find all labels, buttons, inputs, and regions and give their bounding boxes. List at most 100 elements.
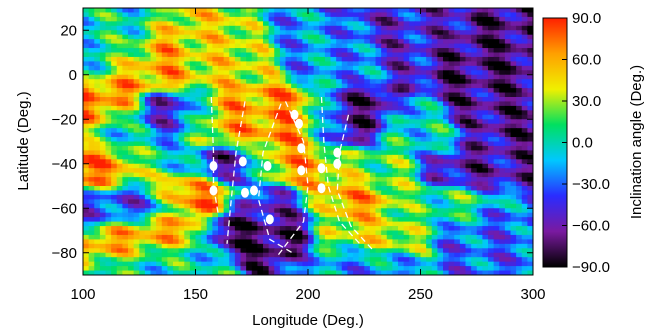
heatmap-cell bbox=[133, 12, 140, 18]
heatmap-cell bbox=[426, 110, 433, 116]
heatmap-cell bbox=[285, 65, 292, 71]
heatmap-cell bbox=[324, 30, 332, 36]
heatmap-cell bbox=[263, 212, 270, 218]
heatmap-cell bbox=[83, 132, 90, 138]
heatmap-cell bbox=[465, 177, 472, 183]
heatmap-cell bbox=[156, 194, 163, 200]
heatmap-cell bbox=[173, 168, 180, 174]
heatmap-cell bbox=[201, 52, 208, 58]
heatmap-cell bbox=[195, 74, 202, 80]
heatmap-cell bbox=[240, 168, 247, 174]
heatmap-cell bbox=[431, 177, 438, 183]
heatmap-cell bbox=[403, 230, 410, 236]
heatmap-cell bbox=[403, 208, 410, 214]
heatmap-cell bbox=[375, 12, 382, 18]
heatmap-cell bbox=[167, 221, 174, 227]
heatmap-cell bbox=[201, 252, 208, 258]
heatmap-cell bbox=[375, 70, 382, 76]
heatmap-cell bbox=[111, 154, 118, 160]
heatmap-cell bbox=[189, 239, 197, 245]
heatmap-cell bbox=[454, 52, 461, 58]
heatmap-cell bbox=[381, 25, 388, 31]
heatmap-cell bbox=[426, 119, 433, 125]
heatmap-cell bbox=[189, 21, 197, 27]
heatmap-cell bbox=[493, 141, 500, 147]
heatmap-cell bbox=[330, 105, 337, 111]
heatmap-cell bbox=[375, 154, 382, 160]
heatmap-cell bbox=[251, 30, 258, 36]
heatmap-cell bbox=[364, 8, 371, 14]
heatmap-cell bbox=[156, 203, 163, 209]
heatmap-cell bbox=[454, 128, 461, 134]
heatmap-cell bbox=[116, 39, 123, 45]
heatmap-cell bbox=[212, 74, 219, 80]
heatmap-cell bbox=[218, 30, 225, 36]
heatmap-cell bbox=[499, 12, 506, 18]
heatmap-cell bbox=[358, 221, 365, 227]
heatmap-cell bbox=[240, 16, 247, 22]
heatmap-cell bbox=[83, 137, 90, 143]
heatmap-cell bbox=[99, 132, 107, 138]
heatmap-cell bbox=[257, 119, 264, 125]
heatmap-cell bbox=[206, 123, 213, 129]
heatmap-cell bbox=[499, 145, 506, 151]
heatmap-cell bbox=[324, 208, 332, 214]
heatmap-cell bbox=[330, 8, 337, 14]
heatmap-cell bbox=[358, 168, 365, 174]
heatmap-cell bbox=[133, 163, 140, 169]
heatmap-cell bbox=[99, 194, 107, 200]
heatmap-cell bbox=[173, 154, 180, 160]
heatmap-cell bbox=[195, 145, 202, 151]
heatmap-cell bbox=[358, 110, 365, 116]
heatmap-cell bbox=[381, 101, 388, 107]
heatmap-cell bbox=[218, 97, 225, 103]
heatmap-cell bbox=[94, 217, 101, 223]
heatmap-cell bbox=[443, 177, 450, 183]
heatmap-cell bbox=[111, 110, 118, 116]
heatmap-cell bbox=[99, 74, 107, 80]
heatmap-cell bbox=[150, 43, 157, 49]
heatmap-cell bbox=[476, 114, 483, 120]
heatmap-cell bbox=[122, 79, 129, 85]
heatmap-cell bbox=[263, 39, 270, 45]
heatmap-cell bbox=[454, 12, 461, 18]
heatmap-cell bbox=[285, 105, 292, 111]
heatmap-cell bbox=[319, 137, 326, 143]
marker-point bbox=[263, 161, 272, 171]
heatmap-cell bbox=[476, 39, 483, 45]
heatmap-cell bbox=[420, 154, 427, 160]
heatmap-cell bbox=[178, 43, 185, 49]
heatmap-cell bbox=[88, 261, 95, 267]
heatmap-cell bbox=[308, 12, 315, 18]
heatmap-cell bbox=[403, 194, 410, 200]
heatmap-cell bbox=[347, 34, 354, 40]
heatmap-cell bbox=[364, 212, 371, 218]
heatmap-cell bbox=[150, 137, 157, 143]
heatmap-cell bbox=[358, 74, 365, 80]
heatmap-cell bbox=[403, 248, 410, 254]
heatmap-cell bbox=[448, 199, 455, 205]
heatmap-cell bbox=[341, 234, 348, 240]
heatmap-cell bbox=[212, 217, 219, 223]
heatmap-cell bbox=[291, 8, 298, 14]
heatmap-cell bbox=[83, 159, 90, 165]
heatmap-cell bbox=[291, 212, 298, 218]
heatmap-cell bbox=[516, 177, 523, 183]
heatmap-cell bbox=[167, 257, 174, 263]
heatmap-cell bbox=[291, 52, 298, 58]
heatmap-cell bbox=[302, 248, 309, 254]
heatmap-cell bbox=[246, 186, 253, 192]
heatmap-cell bbox=[454, 266, 461, 272]
heatmap-cell bbox=[257, 97, 264, 103]
heatmap-cell bbox=[510, 177, 517, 183]
heatmap-cell bbox=[386, 137, 393, 143]
heatmap-cell bbox=[336, 123, 343, 129]
heatmap-cell bbox=[279, 105, 287, 111]
heatmap-cell bbox=[128, 101, 135, 107]
heatmap-cell bbox=[353, 266, 360, 272]
heatmap-cell bbox=[173, 266, 180, 272]
heatmap-cell bbox=[319, 61, 326, 67]
heatmap-cell bbox=[178, 88, 185, 94]
heatmap-cell bbox=[499, 141, 506, 147]
heatmap-cell bbox=[330, 16, 337, 22]
